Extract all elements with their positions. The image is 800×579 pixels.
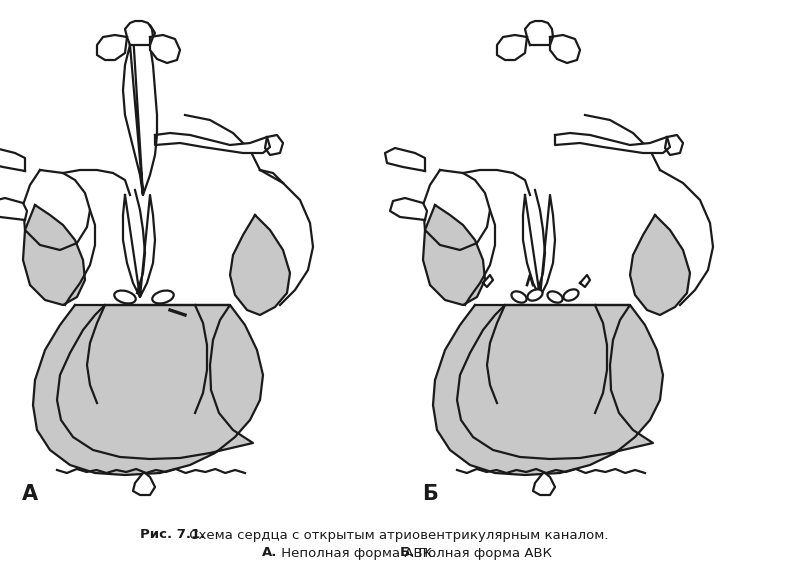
Polygon shape <box>133 473 155 495</box>
Text: А.: А. <box>262 547 278 559</box>
Ellipse shape <box>547 291 562 303</box>
Polygon shape <box>33 305 263 475</box>
Ellipse shape <box>563 290 578 301</box>
Polygon shape <box>423 205 485 305</box>
Polygon shape <box>555 133 670 153</box>
Ellipse shape <box>152 291 174 303</box>
Polygon shape <box>0 148 25 171</box>
Polygon shape <box>125 21 153 45</box>
Text: Схема сердца с открытым атриовентрикулярным каналом.: Схема сердца с открытым атриовентрикуляр… <box>185 529 609 541</box>
Text: А: А <box>22 484 38 504</box>
Polygon shape <box>385 148 425 171</box>
Ellipse shape <box>114 291 136 303</box>
Text: Неполная форма АВК.: Неполная форма АВК. <box>277 547 440 559</box>
Polygon shape <box>433 305 663 475</box>
Polygon shape <box>123 25 157 195</box>
Polygon shape <box>665 135 683 155</box>
Polygon shape <box>533 473 555 495</box>
Ellipse shape <box>511 291 526 303</box>
Polygon shape <box>550 35 580 63</box>
Polygon shape <box>265 135 283 155</box>
Polygon shape <box>390 198 427 220</box>
Polygon shape <box>483 275 493 287</box>
Polygon shape <box>155 133 270 153</box>
Polygon shape <box>0 198 27 220</box>
Polygon shape <box>230 215 290 315</box>
Polygon shape <box>97 35 127 60</box>
Text: Полная форма АВК: Полная форма АВК <box>414 547 552 559</box>
Text: Б.: Б. <box>400 547 415 559</box>
Polygon shape <box>123 195 155 297</box>
Polygon shape <box>497 35 527 60</box>
Text: Рис. 7.1.: Рис. 7.1. <box>140 529 206 541</box>
Polygon shape <box>523 195 555 297</box>
Ellipse shape <box>527 290 542 301</box>
Polygon shape <box>150 35 180 63</box>
Polygon shape <box>23 205 85 305</box>
Text: Б: Б <box>422 484 438 504</box>
Polygon shape <box>525 21 553 45</box>
Polygon shape <box>580 275 590 287</box>
Polygon shape <box>630 215 690 315</box>
